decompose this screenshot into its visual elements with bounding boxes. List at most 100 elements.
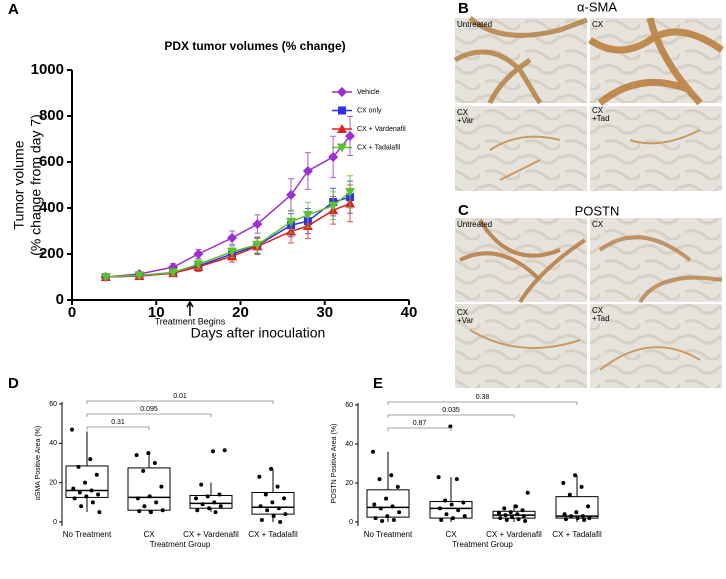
comparison-bracket: [387, 427, 452, 431]
data-point: [372, 502, 377, 507]
data-point: [389, 473, 394, 478]
legend-label: CX only: [357, 107, 382, 114]
data-point: [523, 519, 528, 524]
x-tick-label: 10: [148, 304, 165, 321]
image-label: CX: [592, 220, 604, 229]
data-point: [77, 490, 82, 495]
series-line: [105, 135, 351, 278]
p-value: 0.31: [111, 419, 125, 426]
y-tick-label: 600: [39, 153, 64, 170]
data-point: [271, 514, 276, 519]
annotation: Treatment Begins: [155, 316, 226, 326]
p-value: 0.87: [413, 420, 427, 427]
data-point: [436, 475, 441, 480]
data-point: [142, 504, 147, 509]
data-point: [397, 510, 402, 515]
series-line: [105, 196, 351, 278]
data-point: [137, 509, 142, 514]
data-point: [580, 514, 585, 519]
marker: [286, 217, 297, 227]
data-point: [276, 506, 281, 511]
y-tick-label: 0: [53, 519, 57, 526]
panel-letter: A: [8, 1, 19, 18]
data-point: [513, 504, 518, 509]
image-label: CX +Tad: [592, 106, 610, 123]
series-line: [105, 191, 351, 278]
data-point: [574, 510, 579, 515]
marker: [252, 219, 263, 230]
data-point: [200, 502, 205, 507]
data-point: [443, 498, 448, 503]
data-point: [444, 512, 449, 517]
y-tick-label: 20: [345, 480, 353, 487]
data-point: [508, 510, 513, 515]
data-point: [79, 504, 84, 509]
y-axis-label: Tumor volume: [11, 140, 27, 229]
x-tick-label: CX + Tadalafil: [552, 530, 602, 539]
marker: [328, 151, 339, 162]
panel-letter: E: [373, 375, 383, 392]
data-point: [395, 484, 400, 489]
y-tick-label: 800: [39, 107, 64, 124]
x-axis-label: Days after inoculation: [191, 325, 326, 341]
data-point: [257, 474, 262, 479]
data-point: [561, 481, 566, 485]
data-point: [282, 496, 287, 501]
data-point: [96, 492, 101, 497]
x-tick-label: No Treatment: [63, 530, 112, 539]
data-point: [462, 514, 467, 519]
comparison-bracket: [86, 413, 212, 417]
image-label: CX: [592, 20, 604, 29]
p-value: 0.01: [173, 393, 187, 400]
data-point: [89, 488, 94, 493]
comparison-bracket: [86, 400, 274, 404]
marker: [227, 247, 238, 257]
box: [251, 492, 295, 515]
y-tick-label: 0: [56, 291, 64, 308]
x-tick-label: CX + Tadalafil: [248, 530, 298, 539]
comparison-bracket: [86, 426, 150, 430]
data-point: [437, 506, 442, 511]
data-point: [222, 448, 227, 453]
data-point: [275, 484, 280, 489]
p-value: 0.095: [140, 406, 158, 413]
data-point: [573, 473, 578, 478]
data-point: [586, 504, 591, 509]
comparison-bracket: [387, 414, 515, 418]
data-point: [450, 516, 455, 521]
data-point: [378, 506, 383, 511]
data-point: [461, 500, 466, 505]
y-tick-label: 20: [49, 480, 57, 487]
panel-letter: D: [8, 375, 19, 392]
data-point: [263, 492, 268, 497]
data-point: [265, 508, 270, 513]
data-point: [498, 516, 503, 521]
data-point: [71, 486, 76, 491]
legend-marker: [337, 87, 347, 97]
data-point: [510, 515, 515, 520]
data-point: [83, 480, 88, 485]
y-axis-label: POSTN Positive Area (%): [331, 424, 338, 504]
y-tick-label: 40: [345, 441, 353, 448]
data-point: [502, 506, 507, 511]
x-tick-label: 0: [68, 304, 76, 321]
marker: [252, 240, 263, 250]
data-point: [212, 500, 217, 505]
data-point: [521, 514, 526, 519]
marker: [168, 268, 179, 278]
legend-label: CX + Tadalafil: [357, 144, 401, 151]
data-point: [194, 496, 198, 501]
data-point: [456, 508, 461, 513]
data-point: [391, 518, 396, 523]
image-label: Untreated: [457, 20, 492, 29]
panel-letter: C: [458, 202, 469, 219]
data-point: [72, 496, 77, 501]
marker: [328, 201, 339, 211]
chart-title: PDX tumor volumes (% change): [164, 39, 345, 53]
x-tick-label: CX: [143, 530, 155, 539]
data-point: [134, 453, 139, 458]
legend-marker: [337, 143, 347, 153]
marker: [302, 210, 313, 220]
data-point: [94, 472, 99, 477]
